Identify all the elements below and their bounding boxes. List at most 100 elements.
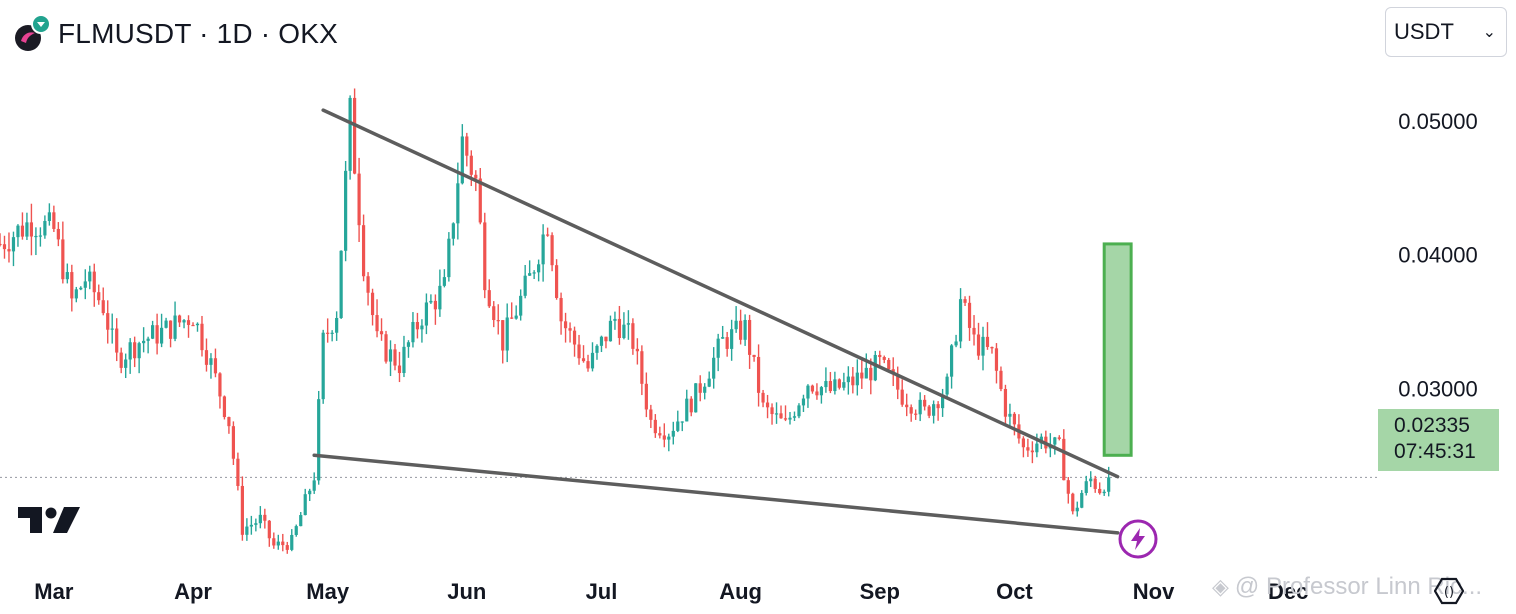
candle-body xyxy=(918,399,922,415)
candle-body xyxy=(492,306,496,321)
candle-body xyxy=(79,287,83,290)
candle-body xyxy=(770,407,774,415)
candle-body xyxy=(707,378,711,387)
candle-body xyxy=(330,332,334,334)
candle-body xyxy=(97,292,101,301)
candle-body xyxy=(478,178,482,223)
candle-body xyxy=(1084,481,1088,493)
candle-body xyxy=(819,387,824,396)
candle-body xyxy=(34,235,38,238)
binance-square-icon: ◈ xyxy=(1212,574,1229,599)
candle-body xyxy=(976,334,981,356)
candle-body xyxy=(285,545,289,550)
candle-body xyxy=(626,323,631,325)
candle-body xyxy=(873,354,877,381)
x-tick-label: Aug xyxy=(719,579,762,604)
candle-body xyxy=(272,538,276,546)
candle-body xyxy=(577,344,581,359)
candle-body xyxy=(110,328,114,330)
candle-body xyxy=(1021,438,1026,448)
x-tick-label: May xyxy=(306,579,350,604)
candle-body xyxy=(752,354,756,357)
candle-body xyxy=(352,97,357,174)
candle-body xyxy=(375,315,379,332)
candle-body xyxy=(7,249,11,252)
candle-body xyxy=(137,343,141,359)
candle-body xyxy=(124,359,128,368)
candle-body xyxy=(756,356,761,393)
candle-body xyxy=(743,319,747,340)
chevron-down-icon: ⌄ xyxy=(1482,24,1496,41)
bar-countdown: 07:45:31 xyxy=(1394,440,1476,463)
candle-body xyxy=(344,170,348,251)
candle-body xyxy=(994,348,999,371)
symbol-title[interactable]: FLMUSDT · 1D · OKX xyxy=(58,18,339,49)
candle-body xyxy=(474,174,478,179)
candle-body xyxy=(860,372,864,379)
candle-body xyxy=(222,396,227,418)
candle-body xyxy=(864,367,868,379)
candle-body xyxy=(146,338,150,341)
candle-body xyxy=(348,97,352,171)
candle-body xyxy=(43,220,47,236)
candle-body xyxy=(182,320,186,323)
candle-body xyxy=(797,405,801,417)
candle-body xyxy=(941,394,945,409)
candle-body xyxy=(806,385,810,399)
candle-body xyxy=(379,331,384,335)
symbol-logo[interactable] xyxy=(12,14,52,54)
upper-trendline[interactable] xyxy=(321,108,1120,479)
candle-body xyxy=(563,321,568,329)
candle-body xyxy=(411,322,415,343)
x-tick-label: Dec xyxy=(1268,579,1308,604)
candle-body xyxy=(554,265,559,298)
candle-body xyxy=(572,330,577,345)
svg-text:(): () xyxy=(1444,585,1454,600)
candle-body xyxy=(923,399,927,407)
candle-body xyxy=(721,337,725,339)
candle-body xyxy=(456,183,460,224)
candle-body xyxy=(887,359,891,370)
candle-body xyxy=(1003,388,1008,417)
candle-body xyxy=(267,520,271,539)
candle-body xyxy=(1057,437,1061,439)
candle-body xyxy=(227,417,231,427)
candle-body xyxy=(218,373,222,397)
candle-body xyxy=(29,222,34,237)
lower-trendline[interactable] xyxy=(312,453,1120,535)
tradingview-logo-icon[interactable] xyxy=(18,503,80,540)
target-zone[interactable] xyxy=(1102,242,1133,457)
candle-body xyxy=(65,272,69,280)
candle-body xyxy=(70,272,74,299)
candle-body xyxy=(240,485,244,535)
candle-body xyxy=(846,376,850,383)
candle-body xyxy=(855,372,859,386)
candle-body xyxy=(339,250,343,318)
candle-body xyxy=(680,421,684,423)
candle-body xyxy=(981,336,985,356)
candle-body xyxy=(613,318,617,321)
candle-body xyxy=(483,222,487,291)
candle-body xyxy=(308,490,312,495)
candle-body xyxy=(963,299,967,303)
candle-body xyxy=(1062,438,1066,481)
settings-icon[interactable]: () xyxy=(1433,576,1465,611)
candle-body xyxy=(151,325,155,339)
candle-body xyxy=(523,275,527,296)
candle-body xyxy=(213,358,218,374)
candle-body xyxy=(393,349,397,366)
candle-body xyxy=(303,494,307,516)
candle-body xyxy=(514,315,518,319)
candle-body xyxy=(326,332,330,334)
candle-body xyxy=(173,315,177,339)
candle-body xyxy=(810,385,815,392)
lightning-icon[interactable] xyxy=(1117,518,1159,565)
candle-body xyxy=(92,271,96,293)
candle-body xyxy=(869,367,873,381)
currency-select[interactable]: USDT ⌄ xyxy=(1385,7,1507,57)
candle-body xyxy=(905,404,909,408)
candle-body xyxy=(191,324,195,327)
candle-body xyxy=(842,382,846,388)
x-tick-label: Sep xyxy=(860,579,900,604)
